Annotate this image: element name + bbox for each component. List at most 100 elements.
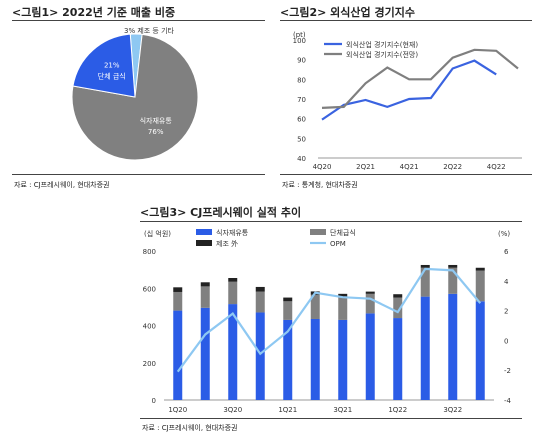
bar-2	[365, 291, 375, 294]
bar-0	[393, 318, 403, 400]
x-tick-label: 4Q21	[400, 163, 419, 171]
x-tick-label: 1Q21	[278, 406, 297, 414]
y-axis-unit: (pt)	[293, 31, 306, 39]
bar-0	[228, 304, 238, 400]
bar-1	[448, 267, 458, 294]
bar-1	[365, 293, 375, 314]
bar-0	[200, 307, 210, 400]
fig2-title-rule	[280, 20, 532, 21]
pie-label: 3% 제조 등 기타	[124, 26, 175, 35]
bar-2	[448, 264, 458, 268]
bar-0	[420, 296, 430, 400]
y-left-tick-label: 0	[152, 397, 156, 405]
legend-label: 외식산업 경기지수(현재)	[346, 40, 418, 49]
bar-2	[200, 282, 210, 287]
y-left-tick-label: 600	[143, 285, 156, 293]
x-tick-label: 1Q22	[388, 406, 407, 414]
bar-0	[475, 301, 485, 400]
legend-label: 식자재유통	[216, 228, 249, 237]
bar-2	[475, 267, 485, 271]
bar-1	[475, 270, 485, 302]
legend-label: 외식산업 경기지수(전망)	[346, 50, 418, 59]
y-tick-label: 80	[297, 76, 306, 84]
line-series-0	[321, 59, 497, 121]
line-series-1	[321, 48, 519, 109]
bar-1	[420, 267, 430, 297]
x-tick-label: 2Q21	[356, 163, 375, 171]
bar-0	[365, 313, 375, 400]
y-right-tick-label: -4	[504, 397, 512, 405]
bar-2	[393, 294, 403, 298]
y-right-unit: (%)	[498, 230, 510, 238]
y-left-unit: (십 억원)	[144, 229, 171, 238]
fig1-title: <그림1> 2022년 기준 매출 비중	[12, 6, 176, 19]
y-tick-label: 90	[297, 57, 306, 65]
y-tick-label: 50	[297, 135, 306, 143]
legend-swatch	[310, 229, 326, 235]
fig2-title: <그림2> 외식산업 경기지수	[280, 6, 415, 19]
y-tick-label: 60	[297, 116, 306, 124]
fig3-title: <그림3> CJ프레시웨이 실적 추이	[140, 206, 302, 219]
fig2-source: 자료 : 통계청, 현대차증권	[282, 181, 358, 189]
legend-swatch	[196, 240, 212, 246]
bar-2	[283, 297, 293, 302]
bar-2	[173, 287, 183, 292]
bar-0	[173, 310, 183, 400]
bar-0	[310, 318, 320, 400]
y-left-tick-label: 400	[143, 323, 156, 331]
bar-1	[283, 301, 293, 320]
x-tick-label: 3Q22	[443, 406, 462, 414]
fig3-title-rule	[140, 221, 522, 222]
bar-0	[338, 319, 348, 400]
x-tick-label: 4Q22	[487, 163, 506, 171]
bar-2	[228, 278, 238, 282]
bar-1	[255, 291, 265, 313]
y-tick-label: 70	[297, 96, 306, 104]
pie-slice-1	[72, 33, 136, 98]
y-right-tick-label: -2	[504, 367, 511, 375]
pie-label: 단체 급식	[98, 71, 126, 80]
legend-swatch	[196, 229, 212, 235]
x-tick-label: 4Q20	[313, 163, 332, 171]
bar-1	[200, 286, 210, 308]
y-right-tick-label: 4	[504, 278, 509, 286]
x-tick-label: 3Q20	[223, 406, 242, 414]
y-tick-label: 100	[293, 37, 306, 45]
opm-line	[176, 267, 482, 373]
bar-1	[228, 281, 238, 305]
fig3-source-rule	[140, 418, 522, 419]
bar-0	[255, 312, 265, 400]
fig3-source: 자료 : CJ프레시웨이, 현대차증권	[142, 424, 238, 432]
fig1-source: 자료 : CJ프레시웨이, 현대차증권	[14, 181, 110, 189]
legend-label: 제조 外	[216, 239, 238, 248]
y-left-tick-label: 800	[143, 248, 156, 256]
y-tick-label: 40	[297, 155, 306, 163]
y-right-tick-label: 0	[504, 337, 508, 345]
bar-0	[283, 319, 293, 400]
bar-1	[310, 294, 320, 319]
fig2-source-rule	[280, 174, 532, 175]
x-tick-label: 3Q21	[333, 406, 352, 414]
bar-2	[420, 264, 430, 268]
fig1-source-rule	[12, 174, 265, 175]
bar-1	[393, 297, 403, 319]
legend-label: OPM	[330, 240, 346, 248]
bar-1	[173, 291, 183, 311]
pie-value-label: 21%	[104, 61, 120, 69]
y-right-tick-label: 2	[504, 308, 508, 316]
bar-2	[255, 286, 265, 292]
pie-label: 식자재유통	[140, 116, 173, 125]
y-left-tick-label: 200	[143, 360, 156, 368]
pie-value-label: 76%	[148, 128, 164, 136]
bar-2	[338, 293, 348, 297]
x-tick-label: 1Q20	[168, 406, 187, 414]
bar-0	[448, 293, 458, 400]
fig1-title-rule	[12, 20, 265, 21]
y-right-tick-label: 6	[504, 248, 509, 256]
legend-label: 단체급식	[330, 228, 356, 237]
x-tick-label: 2Q22	[443, 163, 462, 171]
bar-1	[338, 296, 348, 320]
